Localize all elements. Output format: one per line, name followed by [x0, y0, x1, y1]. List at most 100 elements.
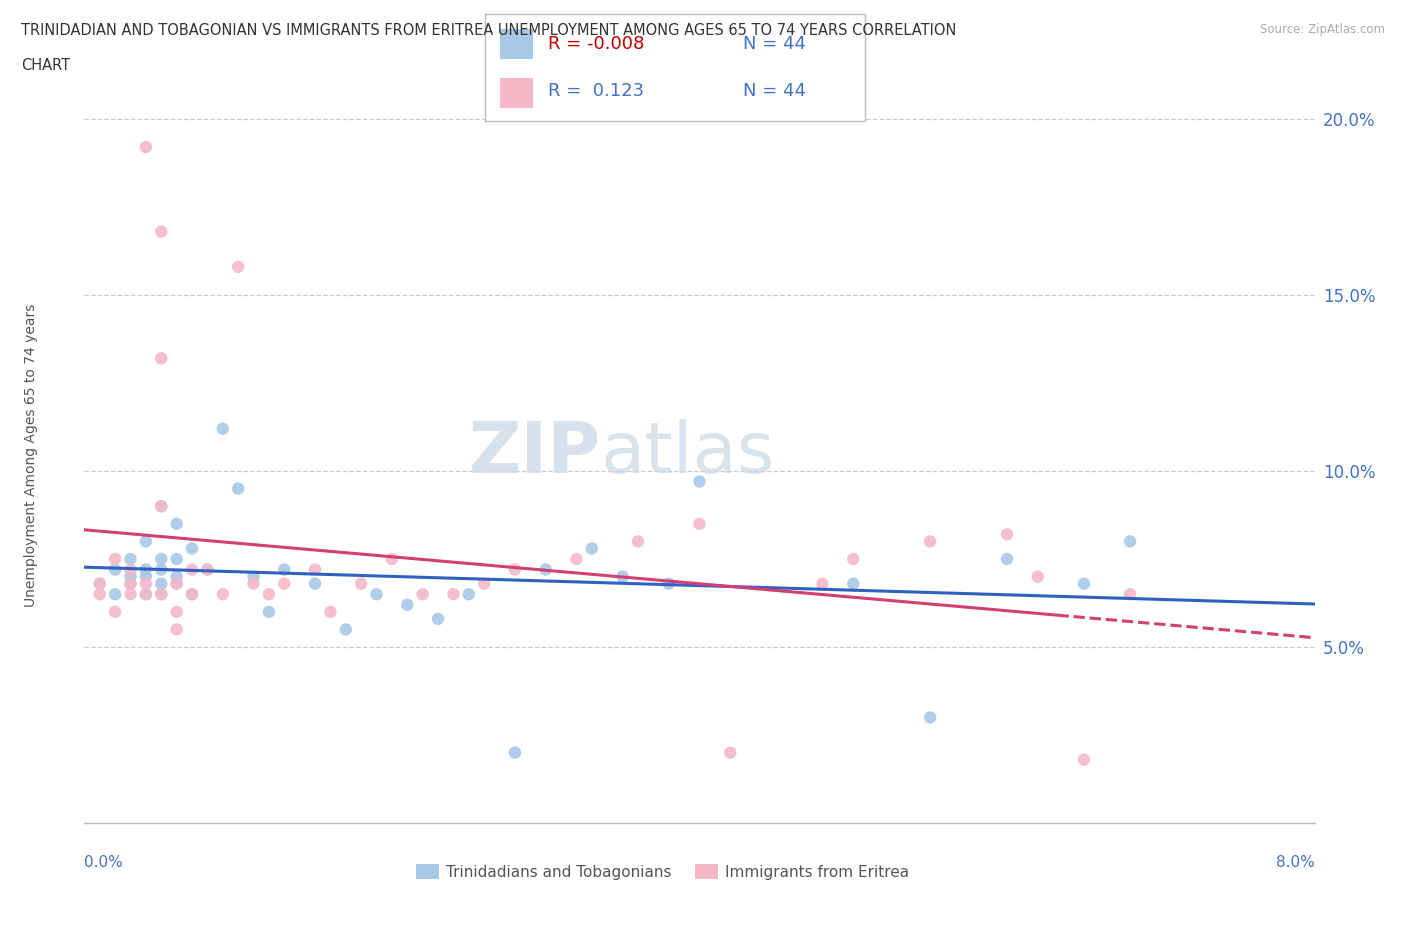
Point: [150, 587, 173, 602]
Bar: [501, 29, 533, 59]
Text: N = 44: N = 44: [744, 82, 806, 100]
Point: [457, 587, 479, 602]
Point: [226, 481, 249, 496]
Point: [150, 551, 173, 566]
Point: [104, 587, 127, 602]
Point: [581, 541, 603, 556]
Point: [135, 577, 157, 591]
Point: [689, 474, 711, 489]
Point: [135, 534, 157, 549]
Text: Unemployment Among Ages 65 to 74 years: Unemployment Among Ages 65 to 74 years: [24, 304, 38, 607]
Point: [396, 597, 419, 612]
Point: [718, 745, 741, 760]
Text: R = -0.008: R = -0.008: [548, 35, 644, 53]
Point: [689, 516, 711, 531]
Point: [995, 527, 1018, 542]
Point: [166, 551, 188, 566]
Point: [920, 710, 942, 724]
Point: [150, 498, 173, 513]
Legend: Trinidadians and Tobagonians, Immigrants from Eritrea: Trinidadians and Tobagonians, Immigrants…: [409, 857, 915, 885]
Point: [1119, 534, 1142, 549]
Point: [211, 421, 233, 436]
Point: [104, 562, 127, 577]
Point: [104, 551, 127, 566]
Point: [612, 569, 634, 584]
Point: [166, 569, 188, 584]
Point: [104, 604, 127, 619]
Point: [150, 498, 173, 513]
Point: [242, 577, 264, 591]
Point: [811, 577, 834, 591]
Text: ZIP: ZIP: [468, 418, 602, 488]
Point: [89, 587, 111, 602]
Point: [335, 622, 357, 637]
Point: [135, 587, 157, 602]
Point: [920, 534, 942, 549]
Text: Source: ZipAtlas.com: Source: ZipAtlas.com: [1260, 23, 1385, 36]
Point: [181, 587, 204, 602]
Point: [565, 551, 588, 566]
Point: [135, 140, 157, 154]
Point: [534, 562, 557, 577]
Point: [211, 587, 233, 602]
Point: [166, 604, 188, 619]
Text: atlas: atlas: [602, 418, 776, 488]
FancyBboxPatch shape: [485, 14, 865, 121]
Point: [304, 577, 326, 591]
Point: [150, 587, 173, 602]
Point: [89, 577, 111, 591]
Point: [120, 551, 142, 566]
Point: [242, 569, 264, 584]
Point: [120, 577, 142, 591]
Point: [166, 577, 188, 591]
Point: [842, 577, 865, 591]
Point: [304, 562, 326, 577]
Point: [226, 259, 249, 274]
Text: R =  0.123: R = 0.123: [548, 82, 644, 100]
Point: [381, 551, 404, 566]
Point: [273, 562, 295, 577]
Point: [366, 587, 388, 602]
Point: [150, 577, 173, 591]
Point: [503, 745, 526, 760]
Text: N = 44: N = 44: [744, 35, 806, 53]
Text: 8.0%: 8.0%: [1275, 855, 1315, 870]
Point: [89, 577, 111, 591]
Text: 0.0%: 0.0%: [84, 855, 124, 870]
Point: [120, 569, 142, 584]
Point: [181, 541, 204, 556]
Point: [350, 577, 373, 591]
Point: [166, 577, 188, 591]
Point: [412, 587, 434, 602]
Point: [257, 604, 280, 619]
Text: CHART: CHART: [21, 58, 70, 73]
Point: [443, 587, 465, 602]
Point: [427, 611, 450, 626]
Point: [273, 577, 295, 591]
Point: [197, 562, 219, 577]
Point: [319, 604, 342, 619]
Point: [1073, 577, 1095, 591]
Point: [658, 577, 681, 591]
Bar: [501, 78, 533, 108]
Text: TRINIDADIAN AND TOBAGONIAN VS IMMIGRANTS FROM ERITREA UNEMPLOYMENT AMONG AGES 65: TRINIDADIAN AND TOBAGONIAN VS IMMIGRANTS…: [21, 23, 956, 38]
Point: [1026, 569, 1049, 584]
Point: [181, 587, 204, 602]
Point: [257, 587, 280, 602]
Point: [1073, 752, 1095, 767]
Point: [181, 562, 204, 577]
Point: [995, 551, 1018, 566]
Point: [842, 551, 865, 566]
Point: [120, 577, 142, 591]
Point: [150, 351, 173, 365]
Point: [166, 516, 188, 531]
Point: [1119, 587, 1142, 602]
Point: [197, 562, 219, 577]
Point: [150, 562, 173, 577]
Point: [135, 562, 157, 577]
Point: [120, 562, 142, 577]
Point: [135, 569, 157, 584]
Point: [627, 534, 650, 549]
Point: [503, 562, 526, 577]
Point: [120, 587, 142, 602]
